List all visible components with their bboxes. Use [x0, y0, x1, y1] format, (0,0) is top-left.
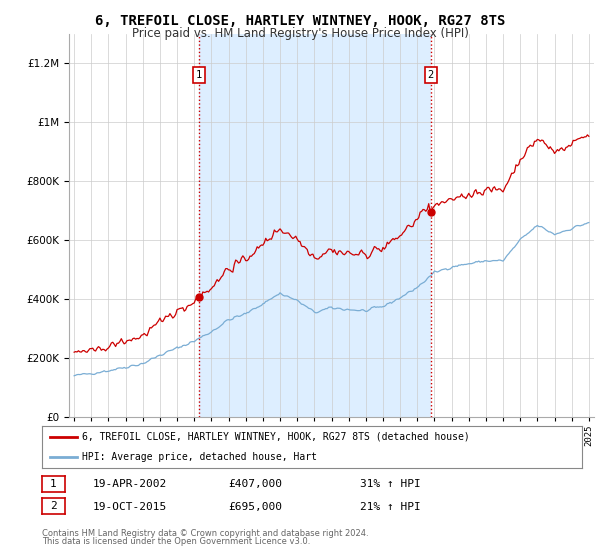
Text: Contains HM Land Registry data © Crown copyright and database right 2024.: Contains HM Land Registry data © Crown c…: [42, 529, 368, 538]
Text: 1: 1: [50, 479, 57, 489]
Text: 6, TREFOIL CLOSE, HARTLEY WINTNEY, HOOK, RG27 8TS: 6, TREFOIL CLOSE, HARTLEY WINTNEY, HOOK,…: [95, 14, 505, 28]
Bar: [199, 34, 431, 417]
Text: HPI: Average price, detached house, Hart: HPI: Average price, detached house, Hart: [83, 452, 317, 462]
Text: 6, TREFOIL CLOSE, HARTLEY WINTNEY, HOOK, RG27 8TS (detached house): 6, TREFOIL CLOSE, HARTLEY WINTNEY, HOOK,…: [83, 432, 470, 442]
Text: £407,000: £407,000: [228, 479, 282, 489]
Text: This data is licensed under the Open Government Licence v3.0.: This data is licensed under the Open Gov…: [42, 538, 310, 547]
Text: 1: 1: [196, 70, 202, 80]
Text: 2: 2: [428, 70, 434, 80]
Text: 19-OCT-2015: 19-OCT-2015: [93, 502, 167, 512]
Text: 31% ↑ HPI: 31% ↑ HPI: [360, 479, 421, 489]
Text: 19-APR-2002: 19-APR-2002: [93, 479, 167, 489]
Text: 2: 2: [50, 501, 57, 511]
Text: 21% ↑ HPI: 21% ↑ HPI: [360, 502, 421, 512]
Text: £695,000: £695,000: [228, 502, 282, 512]
Text: Price paid vs. HM Land Registry's House Price Index (HPI): Price paid vs. HM Land Registry's House …: [131, 27, 469, 40]
